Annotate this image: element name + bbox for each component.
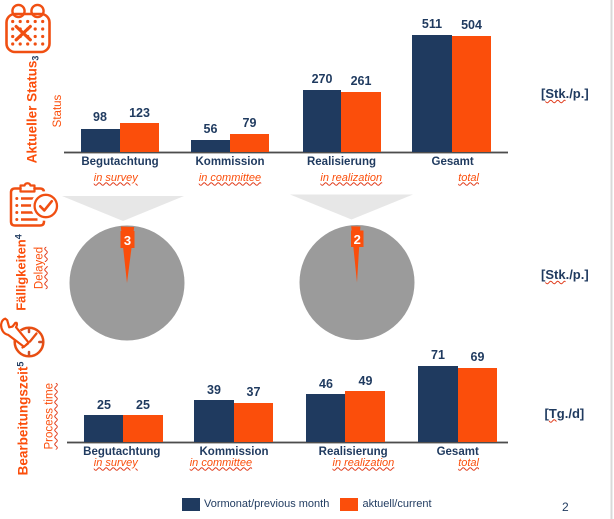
svg-text:3: 3	[124, 233, 131, 248]
svg-text:2: 2	[354, 232, 361, 247]
